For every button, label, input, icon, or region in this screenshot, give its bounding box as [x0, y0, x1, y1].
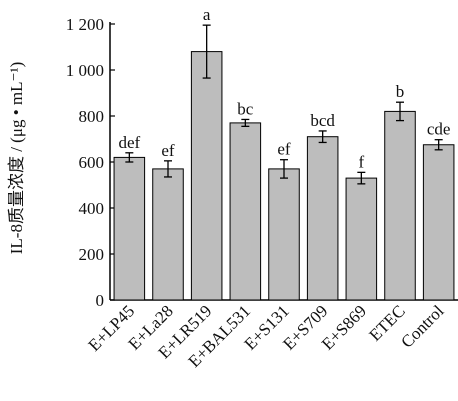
y-tick-label: 1 000: [66, 61, 104, 80]
y-tick-label: 200: [79, 245, 105, 264]
significance-label: ef: [277, 140, 291, 159]
y-tick-label: 0: [96, 291, 105, 310]
significance-label: b: [396, 82, 405, 101]
significance-label: f: [358, 152, 364, 171]
y-axis-title: IL-8质量浓度 / (μg • mL⁻¹): [7, 62, 26, 255]
error-bar: [318, 130, 327, 144]
significance-label: ef: [161, 141, 175, 160]
bar: [422, 144, 455, 301]
error-bar: [202, 24, 211, 79]
y-axis-ticks: 0 200 400 600 800 1 000 1 200: [66, 15, 115, 310]
y-tick-label: 1 200: [66, 15, 104, 34]
error-bar: [280, 159, 288, 179]
bar: [268, 168, 300, 301]
error-bar: [396, 101, 404, 122]
bar: [190, 51, 223, 301]
significance-label: cde: [427, 120, 451, 139]
bar: [113, 156, 146, 301]
bar: [384, 110, 416, 301]
error-bars: [125, 24, 443, 185]
significance-label: bc: [237, 99, 254, 118]
error-bar: [434, 139, 443, 151]
y-tick-label: 600: [79, 153, 105, 172]
y-tick-label: 400: [79, 199, 105, 218]
error-bar: [164, 160, 172, 178]
bar: [306, 136, 339, 301]
error-bar: [357, 171, 366, 185]
significance-label: bcd: [310, 111, 335, 130]
x-axis-category-labels: E+LP45E+La28E+LR519E+BAL531E+S131E+S709E…: [85, 301, 448, 371]
y-tick-label: 800: [79, 107, 105, 126]
bar: [229, 122, 262, 301]
significance-label: def: [118, 133, 140, 152]
error-bar: [241, 118, 250, 127]
x-category-label: Control: [397, 301, 447, 351]
significance-label: a: [203, 5, 211, 24]
bars: [113, 51, 455, 301]
error-bar: [125, 152, 134, 163]
bar: [152, 168, 184, 301]
bar: [345, 177, 378, 301]
